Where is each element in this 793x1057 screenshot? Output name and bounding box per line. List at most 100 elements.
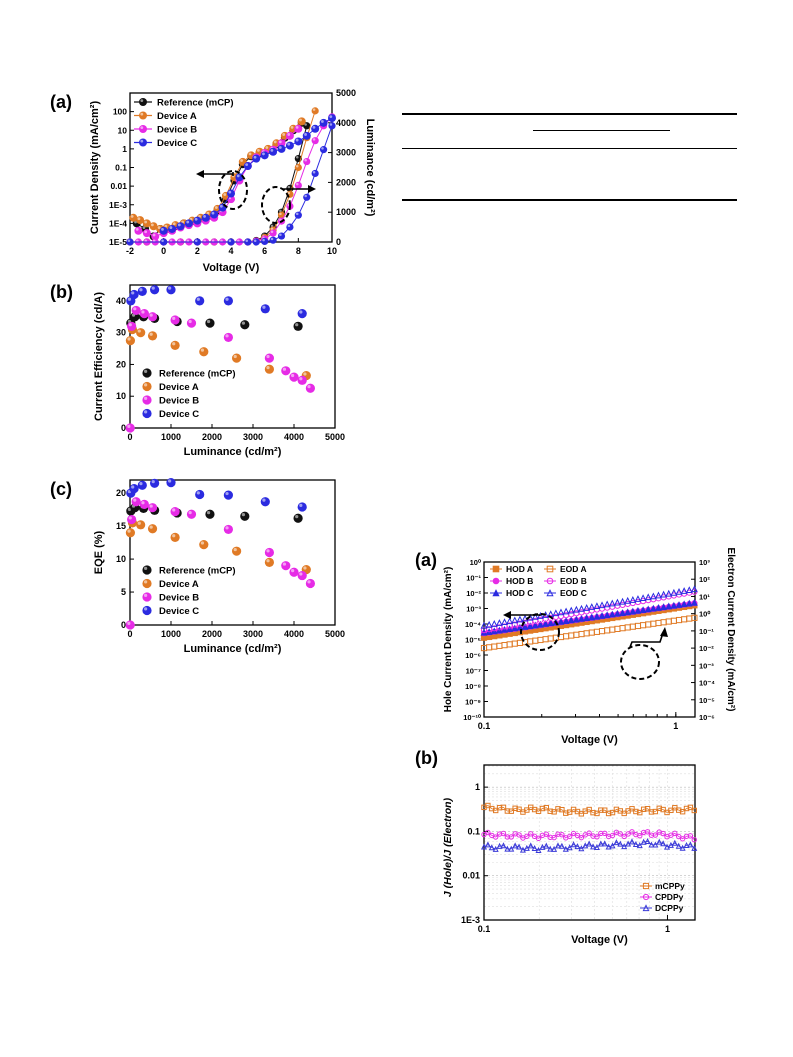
ratio-point: [547, 845, 554, 852]
ratio-point: [558, 842, 565, 849]
ratio-xtick-label: 0.1: [478, 924, 491, 934]
ratio-point: [508, 845, 515, 852]
eqe-ytick-label: 10: [116, 554, 126, 564]
ce-point: [297, 375, 307, 385]
eqe-point: [264, 547, 274, 558]
hod-point: [634, 622, 642, 630]
ratio-point: [648, 832, 655, 838]
ratio-point: [613, 806, 620, 813]
ratio-point: [527, 842, 534, 849]
hod-point: [665, 589, 673, 597]
jvl-lum-point-highlight: [136, 239, 139, 243]
hod-point: [609, 626, 616, 633]
hod-point: [572, 605, 580, 613]
ratio-point: [687, 804, 694, 811]
ratio-point: [652, 832, 659, 838]
jvl-current-point-highlight: [253, 155, 257, 159]
jvl-current-point-highlight: [161, 227, 164, 231]
ce-point-highlight: [262, 305, 266, 309]
jvl-current-point-highlight: [270, 148, 274, 152]
hod-point: [660, 590, 668, 598]
jvl-lum-point-highlight: [178, 239, 181, 243]
ratio-point: [586, 830, 592, 836]
panel-label-b2: (b): [415, 748, 438, 768]
hod-legend-label: EOD A: [560, 564, 587, 574]
jvl-ytick-label: 1E-3: [109, 200, 127, 210]
ratio-point: [652, 841, 659, 848]
hod-point: [644, 605, 652, 613]
ratio-point: [535, 808, 542, 814]
eqe-point-highlight: [291, 569, 295, 573]
ratio-point: [492, 845, 499, 852]
jvl-legend-marker: [139, 138, 147, 147]
eqe-point-highlight: [307, 580, 311, 584]
jvl-current-point-highlight: [245, 163, 249, 167]
ratio-point: [660, 830, 666, 837]
hod-ytick-label: 10⁻⁷: [466, 667, 481, 676]
ratio-point: [656, 838, 663, 845]
ce-point-highlight: [291, 373, 295, 378]
ratio-point: [492, 834, 499, 840]
jvl-current-point-highlight: [257, 148, 260, 152]
hod-point: [496, 642, 503, 649]
jvl-current-point-highlight: [194, 217, 198, 221]
hod-point: [670, 601, 678, 609]
ratio-point: [516, 806, 522, 812]
jvl-current-point-highlight: [172, 222, 176, 226]
eqe-point: [281, 561, 291, 571]
ratio-point: [551, 834, 557, 841]
jvl-lum-point: [294, 163, 302, 172]
hod-point: [567, 606, 575, 614]
hod-point: [685, 599, 693, 607]
jvl-legend-label: Reference (mCP): [157, 98, 234, 109]
ratio-ylabel: J (Hole)/J (Electron): [442, 797, 454, 897]
ce-point-highlight: [225, 297, 229, 301]
ce-point: [147, 312, 158, 322]
ratio-point: [683, 805, 690, 812]
hod-ytick-label: 10⁻²: [466, 589, 481, 598]
ratio-point: [508, 808, 514, 814]
hod-y2tick-label: 10⁻³: [699, 661, 714, 670]
table-rule-span: [533, 130, 670, 131]
jvl-lum-point-highlight: [194, 239, 198, 243]
jvl-current-point-highlight: [214, 206, 218, 209]
hod-point: [603, 600, 611, 608]
jvl-current-point: [168, 224, 177, 233]
eqe-point: [293, 513, 303, 523]
ce-point: [129, 289, 139, 300]
ratio-ytick-label: 0.01: [462, 871, 480, 881]
ce-point: [240, 320, 250, 330]
eqe-point: [297, 502, 307, 512]
jvl-current-point: [285, 141, 294, 150]
ratio-line: [483, 840, 695, 851]
ce-point: [136, 328, 146, 338]
jvl-lum-point-highlight: [329, 123, 333, 126]
hod-point: [634, 595, 642, 602]
eqe-point: [136, 520, 146, 530]
ratio-point: [640, 838, 647, 845]
jvl-current-point-highlight: [157, 226, 161, 229]
ratio-point: [504, 808, 511, 814]
ratio-point: [640, 806, 647, 812]
jvl-lum-point: [126, 238, 134, 246]
ce-point-highlight: [172, 342, 176, 346]
ratio-point: [636, 842, 643, 849]
jvl-current-point-highlight: [320, 120, 324, 123]
ratio-point: [535, 835, 542, 842]
jvl-current-point-highlight: [223, 193, 227, 196]
jvl-legend-label: Device B: [157, 125, 197, 136]
jvl-ytick-label: 0.1: [115, 163, 127, 173]
eqe-xtick-label: 1000: [161, 629, 181, 639]
ratio-point: [543, 842, 550, 849]
ce-point-highlight: [127, 337, 131, 341]
jvl-current-point: [193, 216, 202, 225]
ratio-point: [602, 807, 608, 813]
ratio-point: [586, 840, 593, 847]
ratio-point: [516, 832, 522, 838]
hod-point: [649, 604, 657, 612]
eqe-point-highlight: [196, 491, 200, 495]
ratio-line: [483, 805, 695, 815]
jvl-xtick-label: 8: [296, 246, 301, 256]
hod-point: [690, 585, 698, 593]
hod-ytick-label: 10⁻¹: [466, 574, 481, 583]
